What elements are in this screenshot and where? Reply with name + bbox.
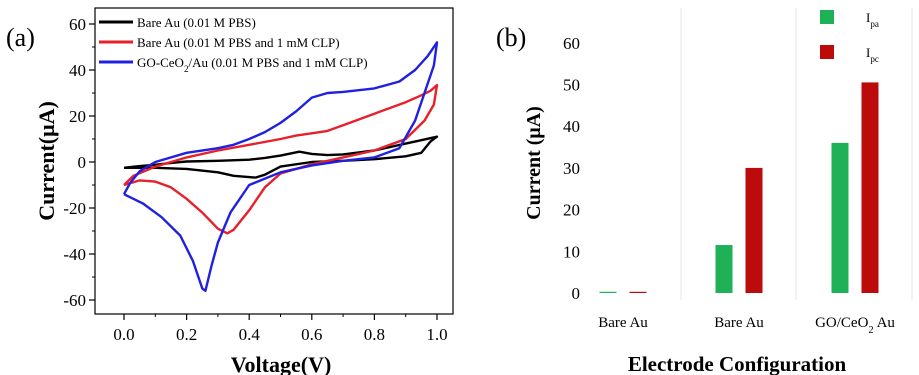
x-tick-label: 0.0 <box>113 325 134 344</box>
y-tick-label: -40 <box>63 245 86 264</box>
bar-ipa-3 <box>831 142 849 293</box>
y-tick-label: 40 <box>69 61 86 80</box>
panel-a-legend: Bare Au (0.01 M PBS) Bare Au (0.01 M PBS … <box>99 15 368 74</box>
x-tick-label: 0.8 <box>364 325 385 344</box>
x-tick-label: 1.0 <box>426 325 447 344</box>
bar-ipa-1 <box>599 291 617 293</box>
y-tick-label: -60 <box>63 291 86 310</box>
category-label: Bare Au <box>598 315 648 331</box>
bar-ipc-3 <box>861 82 879 293</box>
panel-b-bar-chart: (b) 0 10 20 30 40 50 60 Bare Au Bare Au GO/CeO2 … <box>496 8 913 375</box>
panel-b-legend: Ipa Ipc <box>820 10 879 64</box>
y-tick-label: 0 <box>78 153 87 172</box>
panel-a-plot-frame <box>94 7 454 315</box>
legend-entry-label: Ipc <box>866 45 879 64</box>
x-tick-label: 0.4 <box>239 325 261 344</box>
legend-entry-label: Bare Au (0.01 M PBS and 1 mM CLP) <box>137 35 340 50</box>
y-tick-label: 60 <box>69 15 86 34</box>
y-tick-label: 60 <box>563 34 580 53</box>
y-tick-label: 50 <box>563 76 580 95</box>
legend-entry-label: Ipa <box>866 10 879 29</box>
series-bare-au-pbs-line <box>123 135 439 179</box>
y-tick-label: 20 <box>563 201 580 220</box>
bar-ipc-1 <box>629 291 647 293</box>
panel-a-y-ticks: 60 40 20 0 -20 -40 -60 <box>63 15 95 310</box>
legend-swatch-ipc <box>820 45 834 59</box>
panel-b-x-axis-title: Electrode Configuration <box>628 352 847 375</box>
panel-a-x-ticks: 0.0 0.2 0.4 0.6 0.8 1.0 <box>113 314 448 344</box>
bar-ipa-2 <box>715 245 733 293</box>
panel-b-bars <box>599 82 879 293</box>
y-tick-label: 10 <box>563 242 580 261</box>
y-tick-label: 0 <box>572 284 581 303</box>
legend-entry-label: GO-CeO2/Au (0.01 M PBS and 1 mM CLP) <box>137 55 368 74</box>
y-tick-label: 40 <box>563 117 580 136</box>
x-tick-label: 0.2 <box>176 325 197 344</box>
panel-a-y-axis-title: Current(μA) <box>34 101 59 221</box>
legend-swatch-ipa <box>820 10 834 24</box>
y-tick-label: 30 <box>563 159 580 178</box>
panel-b-category-labels: Bare Au Bare Au GO/CeO2 Au <box>598 315 895 336</box>
category-label: Bare Au <box>714 315 764 331</box>
panel-b-y-axis-title: Current (μA) <box>523 106 545 220</box>
panel-a-label: (a) <box>6 23 35 52</box>
panel-b-y-ticks: 0 10 20 30 40 50 60 <box>563 34 580 303</box>
panel-a-series <box>122 41 439 292</box>
legend-entry-label: Bare Au (0.01 M PBS) <box>137 15 256 30</box>
category-label: GO/CeO2 Au <box>815 315 895 336</box>
x-tick-label: 0.6 <box>301 325 322 344</box>
series-go-ceo2-au-clp-line <box>122 41 439 292</box>
y-tick-label: 20 <box>69 107 86 126</box>
panel-b-label: (b) <box>496 23 526 52</box>
bar-ipc-2 <box>745 167 763 293</box>
y-tick-label: -20 <box>63 199 86 218</box>
panel-a-x-axis-title: Voltage(V) <box>231 352 332 375</box>
series-bare-au-clp-line <box>123 83 439 235</box>
